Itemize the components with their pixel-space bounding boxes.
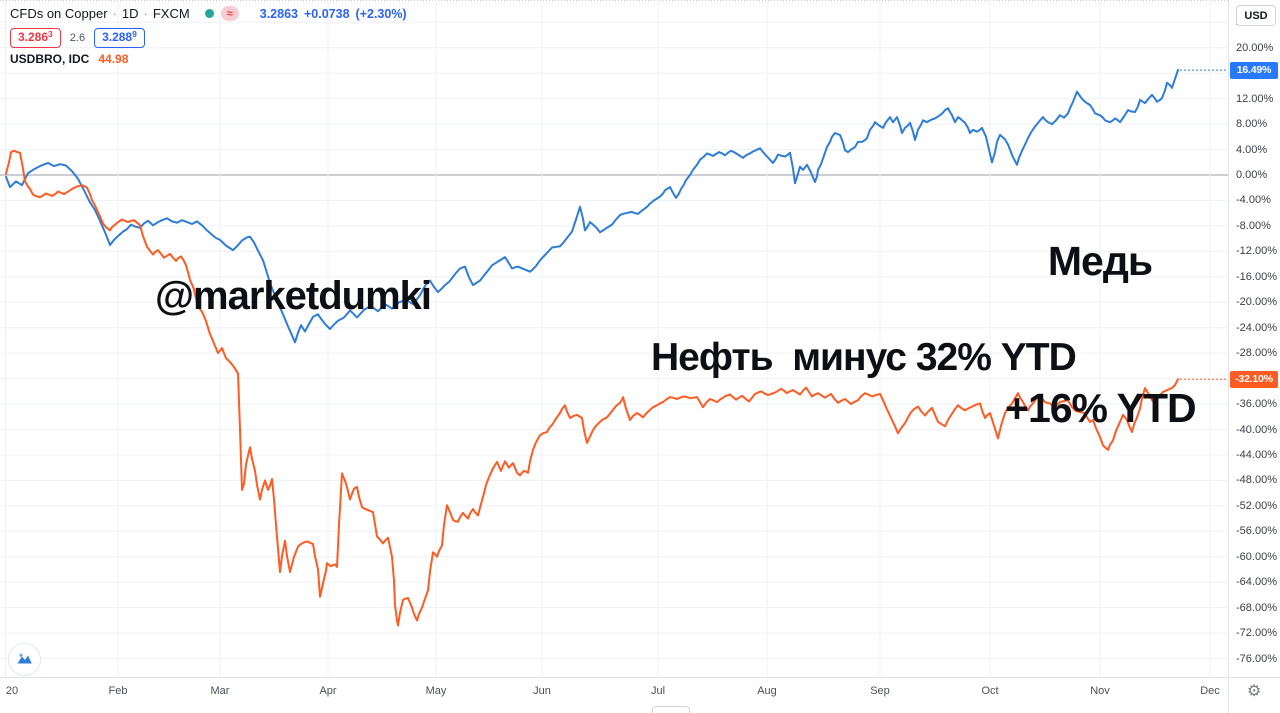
x-axis-tick: Apr	[319, 685, 337, 697]
time-axis[interactable]: 20 Feb Mar Apr May Jun Jul Aug Sep Oct Nov Dec	[0, 677, 1228, 713]
delayed-data-badge-icon[interactable]: ≈	[220, 6, 239, 21]
price-axis[interactable]: USD 24.00%20.00%16.00%12.00%8.00%4.00%0.…	[1228, 0, 1280, 677]
separator: ·	[143, 6, 148, 21]
axis-corner: ⚙	[1228, 677, 1280, 713]
y-axis-tick: 8.00%	[1236, 118, 1268, 131]
y-axis-tick: -4.00%	[1236, 194, 1271, 207]
y-axis-tick: -44.00%	[1236, 448, 1277, 461]
y-axis-tick: -68.00%	[1236, 601, 1277, 614]
series-cfds-on-copper-fxcm-ytd	[5, 69, 1179, 344]
bid-ask-row: 3.286 3 2.6 3.288 9	[10, 28, 145, 48]
snapshot-logo-button[interactable]	[8, 643, 41, 676]
x-axis-tick: Nov	[1090, 685, 1110, 697]
x-axis-tick: Sep	[870, 685, 890, 697]
x-axis-tick: Feb	[108, 685, 128, 697]
y-axis-tick: -72.00%	[1236, 627, 1277, 640]
x-axis-tick: Jun	[533, 685, 551, 697]
y-axis-tick: -12.00%	[1236, 245, 1277, 258]
chart-pane[interactable]	[0, 0, 1228, 677]
bid-button[interactable]: 3.286 3	[10, 28, 61, 48]
series-usdbro-brent-oil-idc-ytd	[5, 149, 1179, 627]
annotation-copper: Медь +16% YTD	[1005, 139, 1197, 531]
annotation-copper-line1: Медь	[1047, 238, 1153, 284]
x-axis-tick: Oct	[981, 685, 999, 697]
last-price-label: 16.49%	[1230, 61, 1278, 79]
exchange-label: FXCM	[152, 6, 190, 21]
annotation-oil: Нефть минус 32% YTD	[651, 336, 1077, 379]
price-change-percent: (+2.30%)	[355, 6, 407, 21]
bid-price-fraction: 3	[48, 29, 53, 39]
y-axis-tick: -48.00%	[1236, 474, 1277, 487]
spread-value: 2.6	[69, 32, 86, 44]
y-axis-tick: -52.00%	[1236, 499, 1277, 512]
ask-price: 3.288	[102, 30, 133, 44]
chart-canvas[interactable]	[0, 0, 1228, 677]
annotation-watermark-handle: @marketdumki	[155, 274, 432, 318]
annotation-copper-line2: +16% YTD	[1005, 385, 1197, 431]
symbol-title[interactable]: CFDs on Copper · 1D · FXCM	[10, 6, 190, 21]
compare-symbol-name: USDBRO, IDC	[10, 52, 90, 66]
x-axis-tick: Dec	[1200, 685, 1220, 697]
y-axis-tick: -20.00%	[1236, 296, 1277, 309]
y-axis-tick: 12.00%	[1236, 92, 1274, 105]
symbol-name: CFDs on Copper	[10, 6, 108, 21]
y-axis-tick: -76.00%	[1236, 652, 1277, 665]
last-quote: 3.2863 +0.0738 (+2.30%)	[260, 7, 407, 21]
mountain-logo-icon	[17, 653, 32, 664]
y-axis-tick: 20.00%	[1236, 41, 1274, 54]
price-change: +0.0738	[303, 6, 350, 21]
ask-button[interactable]: 3.288 9	[94, 28, 145, 48]
symbol-header-row: CFDs on Copper · 1D · FXCM ≈ 3.2863 +0.0…	[10, 6, 407, 21]
currency-unit-button[interactable]: USD	[1236, 5, 1276, 26]
bid-price: 3.286	[18, 30, 49, 44]
y-axis-tick: -60.00%	[1236, 550, 1277, 563]
x-axis-tick: Jul	[650, 685, 666, 697]
x-axis-tick: Mar	[210, 685, 230, 697]
y-axis-tick: 0.00%	[1236, 169, 1268, 181]
compare-symbol-row[interactable]: USDBRO, IDC 44.98	[10, 52, 128, 66]
x-axis-tick: Aug	[757, 685, 777, 697]
cutoff-toolbar-fragment	[652, 706, 690, 713]
y-axis-tick: -56.00%	[1236, 525, 1277, 538]
market-open-dot-icon	[204, 9, 214, 18]
interval-label: 1D	[121, 6, 139, 21]
ask-price-fraction: 9	[132, 29, 137, 39]
last-price: 3.2863	[259, 6, 298, 21]
y-axis-tick: 4.00%	[1236, 143, 1268, 156]
last-price-label: -32.10%	[1230, 370, 1278, 388]
y-axis-tick: -16.00%	[1236, 270, 1277, 283]
y-axis-tick: -36.00%	[1236, 398, 1277, 411]
x-axis-tick: 20	[5, 685, 19, 697]
y-axis-tick: -28.00%	[1236, 347, 1277, 360]
y-axis-tick: -64.00%	[1236, 576, 1277, 589]
separator: ·	[112, 6, 117, 21]
chart-settings-gear-icon[interactable]: ⚙	[1247, 683, 1262, 700]
x-axis-tick: May	[425, 685, 447, 697]
compare-symbol-price: 44.98	[98, 52, 129, 66]
y-axis-tick: -40.00%	[1236, 423, 1277, 436]
y-axis-tick: -8.00%	[1236, 219, 1271, 232]
y-axis-tick: -24.00%	[1236, 321, 1277, 334]
